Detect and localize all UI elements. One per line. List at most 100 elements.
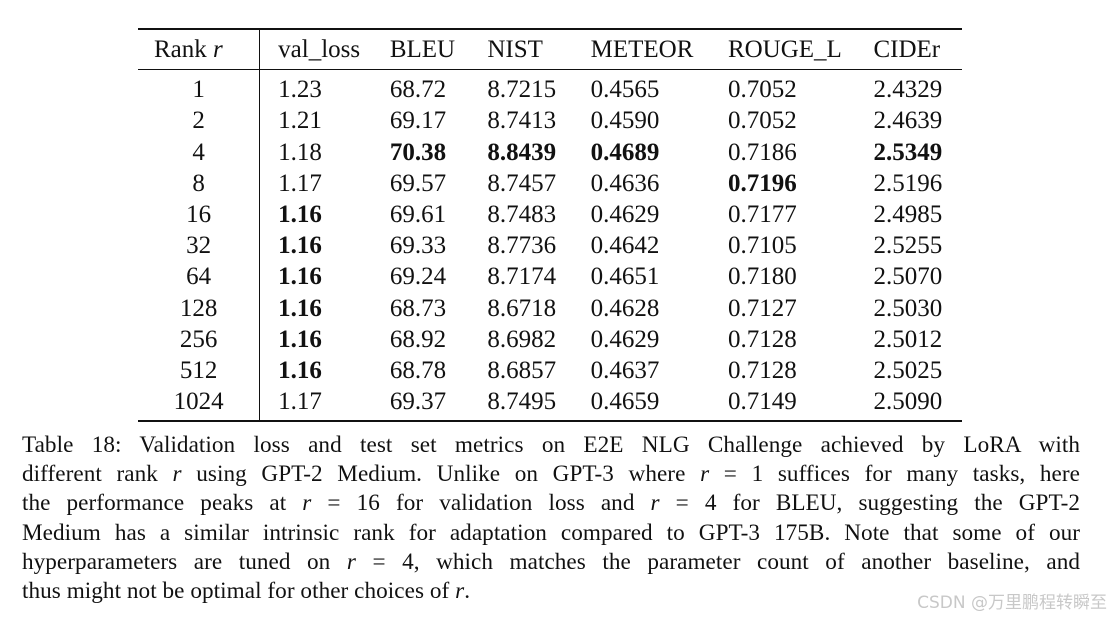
cell-nist: 8.6857 [487,357,557,385]
cell-val-loss-best: 1.16 [259,355,390,387]
header-meteor: METEOR [590,36,694,63]
cell-rouge-l: 0.7052 [727,107,797,135]
header-rank-var: r [213,36,223,63]
caption-text: hyperparameters are tuned on [22,548,347,575]
cell-rank: 1024 [173,388,224,416]
table-header: Rank r val_loss BLEU NIST METEOR ROUGE_L… [138,29,962,70]
cell-rank: 4 [192,138,205,166]
table-row: 256 1.16 68.92 8.6982 0.4629 0.7128 2.50… [138,323,962,356]
header-nist: NIST [487,36,543,63]
cell-nist: 8.7483 [487,201,557,229]
cell-meteor: 0.4642 [590,232,660,260]
cell-rank: 2 [192,107,205,135]
caption-line: the performance peaks at r = 16 for vali… [22,489,1080,518]
caption-text: Medium has a similar intrinsic rank for … [22,519,1080,546]
cell-bleu: 68.72 [389,76,447,104]
cell-rank: 64 [186,263,212,291]
table-row: 128 1.16 68.73 8.6718 0.4628 0.7127 2.50… [138,292,962,324]
cell-rouge-l: 0.7186 [727,138,797,166]
cell-rank: 16 [186,201,212,229]
cell-val-loss: 1.23 [259,69,390,106]
caption-text: = 1 suffices for many tasks, here [709,461,1080,488]
cell-nist: 8.7413 [487,107,557,135]
cell-val-loss-best: 1.16 [259,292,390,324]
cell-rank: 8 [192,169,205,197]
caption-var: r [700,461,710,488]
cell-rouge-l: 0.7105 [727,232,797,260]
caption-line: different rank r using GPT-2 Medium. Unl… [22,460,1080,489]
cell-meteor: 0.4659 [590,388,660,416]
cell-nist-best: 8.8439 [487,138,557,166]
cell-nist: 8.7215 [487,76,557,104]
cell-val-loss: 1.18 [259,136,390,168]
cell-rouge-l: 0.7128 [727,325,797,353]
cell-rouge-l: 0.7052 [727,76,797,104]
cell-nist: 8.7457 [487,169,557,197]
cell-val-loss-best: 1.16 [259,323,390,356]
cell-rouge-l: 0.7127 [727,294,797,322]
table-row: 2 1.21 69.17 8.7413 0.4590 0.7052 2.4639 [138,105,962,137]
cell-cider: 2.4985 [873,201,943,229]
cell-rank: 256 [179,325,218,353]
caption-text: = 4, which matches the parameter count o… [355,548,1080,575]
cell-meteor: 0.4628 [590,294,660,322]
cell-meteor: 0.4636 [590,169,660,197]
cell-cider: 2.5012 [873,325,943,353]
table-body: 1 1.23 68.72 8.7215 0.4565 0.7052 2.4329… [138,69,962,422]
cell-cider: 2.5090 [873,388,943,416]
cell-bleu: 69.24 [389,263,447,291]
header-cider: CIDEr [873,36,941,63]
caption-var: r [302,490,312,517]
cell-rank: 1 [192,76,205,104]
cell-rank: 32 [186,232,212,260]
cell-meteor: 0.4637 [590,357,660,385]
table-row: 8 1.17 69.57 8.7457 0.4636 0.7196 2.5196 [138,167,962,200]
results-table-wrapper: Rank r val_loss BLEU NIST METEOR ROUGE_L… [138,28,962,422]
cell-cider-best: 2.5349 [873,138,943,166]
cell-bleu: 68.73 [389,294,447,322]
cell-rouge-l: 0.7149 [727,388,797,416]
cell-bleu: 69.33 [389,232,447,260]
header-bleu: BLEU [389,36,456,63]
cell-meteor: 0.4651 [590,263,660,291]
caption-var: r [455,578,465,605]
caption-text: using GPT-2 Medium. Unlike on GPT-3 wher… [181,461,701,488]
caption-line: thus might not be optimal for other choi… [22,577,1080,606]
cell-val-loss: 1.21 [259,105,390,137]
caption-text: Table 18: Validation loss and test set m… [22,432,1080,458]
caption-text: thus might not be optimal for other choi… [22,578,456,605]
cell-cider: 2.5070 [873,263,943,291]
caption-text: = 16 for validation loss and [311,490,651,517]
cell-cider: 2.4329 [873,76,943,104]
table-row: 16 1.16 69.61 8.7483 0.4629 0.7177 2.498… [138,199,962,231]
cell-rouge-l: 0.7180 [727,263,797,291]
cell-meteor: 0.4629 [590,325,660,353]
header-rank-label: Rank [154,36,207,63]
table-row: 512 1.16 68.78 8.6857 0.4637 0.7128 2.50… [138,355,962,387]
cell-meteor-best: 0.4689 [590,138,660,166]
cell-val-loss: 1.17 [259,386,390,422]
table-row: 32 1.16 69.33 8.7736 0.4642 0.7105 2.525… [138,230,962,262]
cell-meteor: 0.4565 [590,76,660,104]
header-rouge-l: ROUGE_L [727,36,842,63]
cell-bleu: 69.61 [389,201,447,229]
cell-cider: 2.5025 [873,357,943,385]
results-table: Rank r val_loss BLEU NIST METEOR ROUGE_L… [138,28,962,422]
cell-nist: 8.7736 [487,232,557,260]
caption-line: hyperparameters are tuned on r = 4, whic… [22,548,1080,577]
caption-line: Table 18: Validation loss and test set m… [22,431,1080,460]
cell-bleu: 68.92 [389,325,447,353]
cell-bleu-best: 70.38 [389,138,447,166]
cell-nist: 8.7495 [487,388,557,416]
caption-var: r [346,548,356,575]
cell-cider: 2.5196 [873,169,943,197]
header-val-loss: val_loss [259,29,390,70]
header-row: Rank r val_loss BLEU NIST METEOR ROUGE_L… [138,29,962,70]
cell-nist: 8.6718 [487,294,557,322]
cell-val-loss-best: 1.16 [259,230,390,262]
cell-cider: 2.5255 [873,232,943,260]
cell-rouge-l: 0.7177 [727,201,797,229]
cell-cider: 2.4639 [873,107,943,135]
table-row: 1024 1.17 69.37 8.7495 0.4659 0.7149 2.5… [138,386,962,422]
cell-bleu: 69.57 [389,169,447,197]
